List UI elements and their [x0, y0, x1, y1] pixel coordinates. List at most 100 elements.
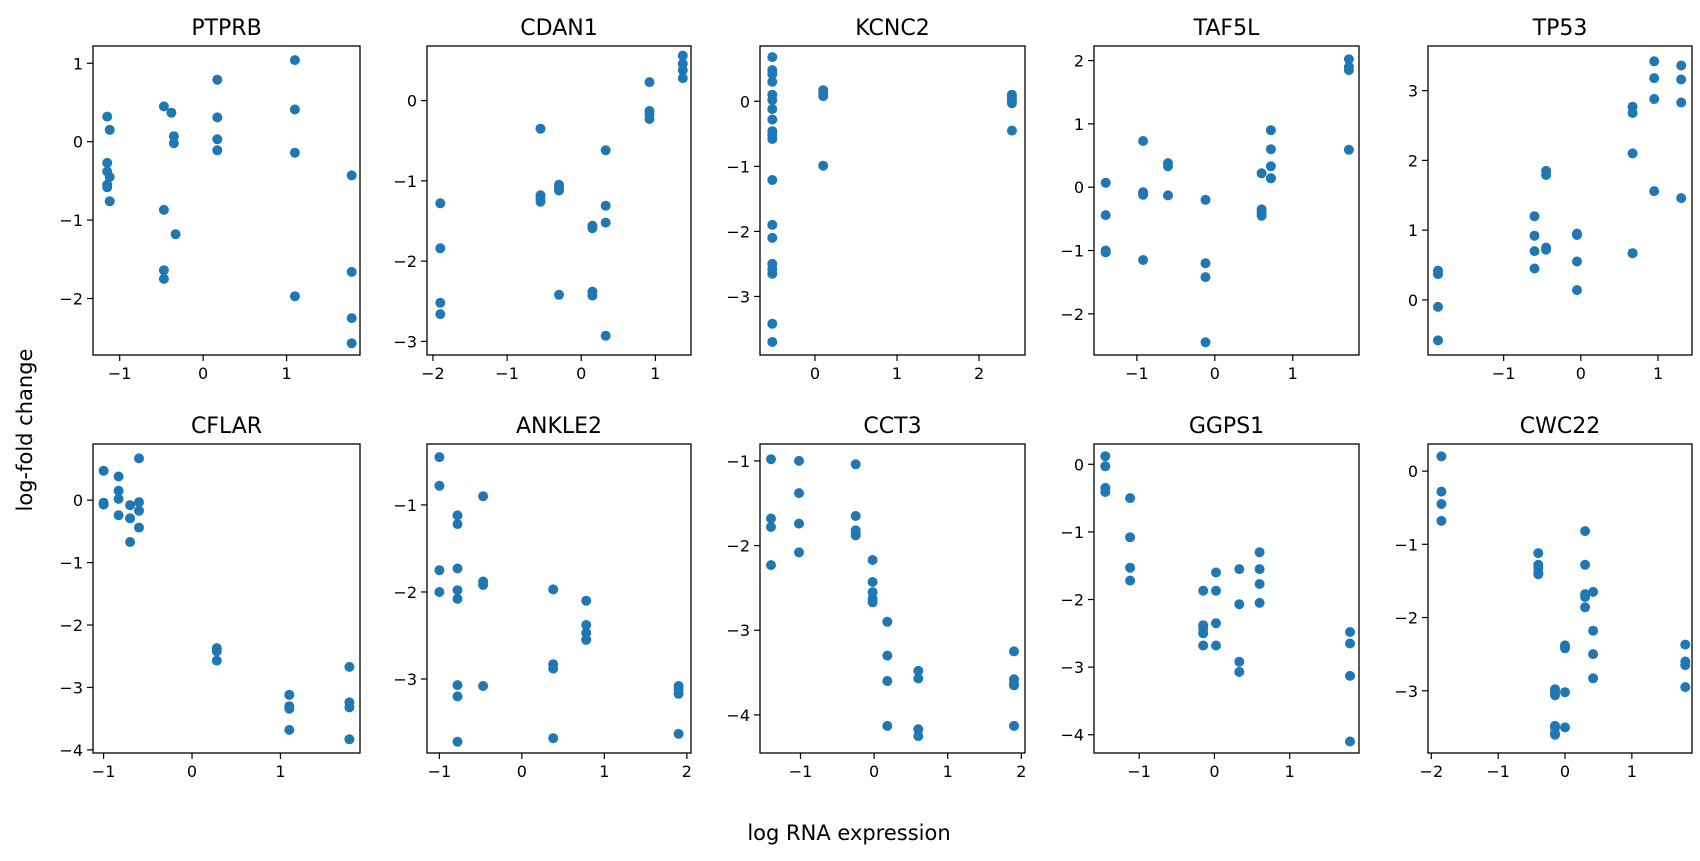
y-tick-label: −1: [726, 452, 750, 471]
data-point: [1345, 736, 1355, 747]
panel-title: GGPS1: [1189, 414, 1264, 439]
data-point: [794, 455, 804, 466]
data-point: [125, 537, 136, 547]
data-point: [289, 147, 300, 158]
data-point: [600, 217, 611, 228]
data-point: [1676, 97, 1687, 108]
y-tick-label: −1: [1060, 242, 1084, 261]
data-point: [134, 453, 144, 464]
x-tick-label: −1: [92, 762, 116, 781]
data-point: [1009, 720, 1019, 731]
plot-frame: [1427, 45, 1693, 356]
panel-title: TAF5L: [1193, 16, 1260, 41]
data-point: [1100, 487, 1111, 497]
x-tick-label: 0: [198, 364, 208, 383]
plot-frame: [759, 45, 1026, 356]
data-point: [1006, 125, 1017, 136]
data-point: [346, 338, 357, 349]
data-point: [850, 459, 861, 470]
y-tick-label: −2: [393, 252, 417, 271]
plot-frame: [426, 45, 692, 356]
data-point: [1433, 301, 1443, 312]
data-point: [794, 547, 804, 558]
data-point: [289, 291, 300, 302]
plot-frame: [1093, 45, 1360, 356]
data-point: [1550, 690, 1560, 701]
data-point: [1433, 335, 1443, 346]
panel-title: PTPRB: [191, 16, 261, 41]
y-tick-label: −1: [1060, 523, 1084, 542]
data-point: [1009, 680, 1019, 691]
data-point: [913, 673, 924, 684]
data-point: [168, 138, 179, 149]
data-point: [581, 595, 592, 606]
panel-title: CDAN1: [520, 16, 597, 41]
x-tick-label: −1: [495, 364, 519, 383]
data-point: [867, 577, 878, 587]
data-point: [1265, 144, 1276, 155]
data-point: [1627, 108, 1638, 118]
data-point: [113, 485, 124, 496]
data-point: [125, 513, 136, 524]
y-tick-label: −1: [726, 157, 750, 176]
data-point: [1436, 499, 1447, 509]
data-point: [767, 318, 778, 329]
y-tick-label: −3: [726, 621, 750, 640]
data-point: [1550, 729, 1560, 740]
data-point: [435, 198, 446, 209]
data-point: [284, 724, 295, 735]
data-point: [113, 471, 124, 482]
data-point: [767, 175, 778, 185]
data-point: [212, 134, 223, 145]
x-tick-label: 0: [1576, 364, 1586, 383]
data-point: [1100, 461, 1111, 472]
data-point: [1138, 255, 1149, 265]
data-point: [452, 680, 463, 691]
data-point: [1200, 337, 1211, 348]
panel-cct3: CCT3 −1 0 1 2 −1 −2 −3 −4: [726, 414, 1026, 781]
data-point: [452, 593, 463, 604]
data-point: [1345, 627, 1355, 637]
x-tick-label: 1: [1653, 364, 1663, 383]
data-point: [673, 728, 684, 739]
data-point: [434, 587, 445, 597]
data-point: [1234, 666, 1245, 677]
data-point: [554, 289, 564, 300]
x-tick-label: 1: [650, 364, 660, 383]
data-point: [452, 510, 463, 521]
data-point: [211, 646, 222, 657]
data-point: [284, 689, 295, 700]
data-point: [1588, 649, 1599, 660]
data-point: [1572, 230, 1582, 240]
data-point: [1560, 722, 1570, 733]
data-point: [1529, 230, 1540, 241]
panel-kcnc2: KCNC2 0 1 2 0 −1 −2 −3: [726, 16, 1026, 383]
data-point: [1627, 248, 1638, 259]
x-tick-label: 0: [1560, 762, 1570, 781]
y-tick-label: −3: [726, 287, 750, 306]
panel-cflar: CFLAR −1 0 1 0 −1 −2 −3 −4: [59, 414, 361, 781]
y-tick-label: 2: [1408, 151, 1418, 170]
data-point: [1560, 643, 1570, 654]
plot-frame: [426, 443, 692, 754]
data-point: [1234, 599, 1245, 610]
plot-frame: [1427, 443, 1693, 754]
panel-title: CWC22: [1520, 414, 1600, 439]
data-point: [1649, 186, 1660, 197]
data-point: [1529, 211, 1540, 222]
data-point: [98, 499, 109, 510]
data-point: [535, 123, 546, 134]
x-tick-label: 0: [810, 364, 820, 383]
data-point: [554, 185, 564, 196]
y-tick-label: −2: [59, 290, 83, 309]
data-point: [344, 661, 355, 672]
data-point: [867, 555, 878, 565]
x-tick-label: −1: [1486, 762, 1510, 781]
y-tick-label: −1: [1394, 535, 1418, 554]
data-point: [1256, 168, 1267, 179]
y-tick-label: 0: [1408, 291, 1418, 310]
data-point: [346, 266, 357, 277]
x-tick-label: 0: [1209, 762, 1219, 781]
data-point: [766, 513, 776, 524]
